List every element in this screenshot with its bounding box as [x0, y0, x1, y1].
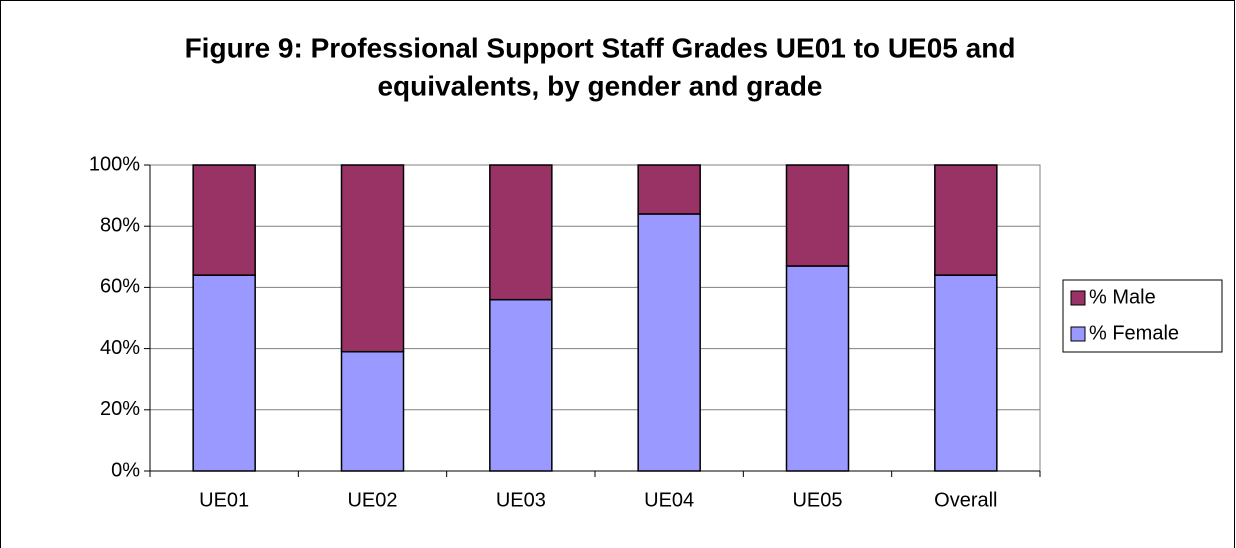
- legend-label: % Male: [1089, 286, 1156, 308]
- x-tick-label: UE04: [644, 489, 694, 511]
- bar-segment: [934, 164, 998, 276]
- legend-box: [1062, 279, 1223, 353]
- bar-segment: [637, 164, 701, 215]
- x-tick-label: UE02: [347, 489, 397, 511]
- bar-segment: [340, 350, 405, 472]
- y-tick-label: 100%: [89, 153, 140, 175]
- bar-segment: [489, 164, 553, 301]
- y-tick-label: 60%: [100, 276, 140, 298]
- legend-swatch: [1070, 326, 1086, 342]
- legend-swatch: [1070, 290, 1086, 306]
- x-tick-label: Overall: [934, 489, 997, 511]
- bar-segment: [785, 265, 850, 472]
- bar-segment: [489, 298, 553, 472]
- bar-segment: [637, 213, 701, 472]
- bar-segment: [785, 164, 850, 267]
- x-tick-label: UE03: [496, 489, 546, 511]
- plot-area: [149, 164, 1041, 472]
- bar-segment: [340, 164, 405, 353]
- bar-segment: [192, 164, 256, 276]
- y-tick-label: 80%: [100, 214, 140, 236]
- y-tick-label: 40%: [100, 337, 140, 359]
- y-tick-label: 20%: [100, 398, 140, 420]
- chart-title: Figure 9: Professional Support Staff Gra…: [185, 32, 1016, 63]
- y-tick-label: 0%: [111, 459, 140, 481]
- bar-segment: [934, 274, 998, 472]
- x-tick-label: UE05: [792, 489, 842, 511]
- chart-title: equivalents, by gender and grade: [377, 70, 822, 101]
- legend-label: % Female: [1089, 322, 1179, 344]
- bar-segment: [192, 274, 256, 472]
- x-tick-label: UE01: [199, 489, 249, 511]
